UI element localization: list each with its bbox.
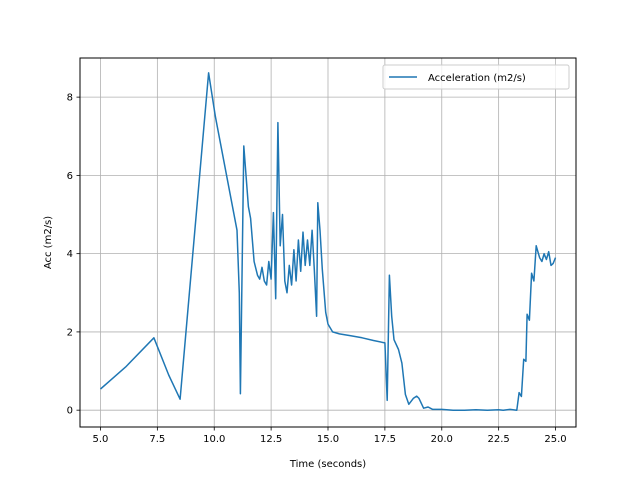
x-tick-label: 20.0 [431,434,453,445]
x-tick-label: 15.0 [317,434,339,445]
x-tick-label: 7.5 [149,434,165,445]
y-tick-label: 0 [67,406,73,417]
x-axis-label: Time (seconds) [289,459,366,470]
x-tick-label: 25.0 [544,434,566,445]
series-line [100,72,557,411]
ticks: 5.0 7.5 10.0 12.5 15.0 17.5 20.0 22.5 25.0 0 2 4 6 8 [67,93,567,445]
x-tick-label: 22.5 [488,434,510,445]
x-tick-label: 12.5 [260,434,282,445]
x-tick-label: 10.0 [203,434,225,445]
y-tick-label: 2 [67,327,73,338]
y-tick-label: 6 [67,171,73,182]
x-tick-label: 17.5 [374,434,396,445]
y-axis-label: Acc (m2/s) [43,216,54,269]
legend-label: Acceleration (m2/s) [428,73,526,84]
legend: Acceleration (m2/s) [382,64,570,90]
series-group [100,72,557,411]
y-tick-label: 8 [67,93,73,104]
legend-box [382,64,570,90]
x-tick-label: 5.0 [93,434,109,445]
y-tick-label: 4 [67,249,73,260]
